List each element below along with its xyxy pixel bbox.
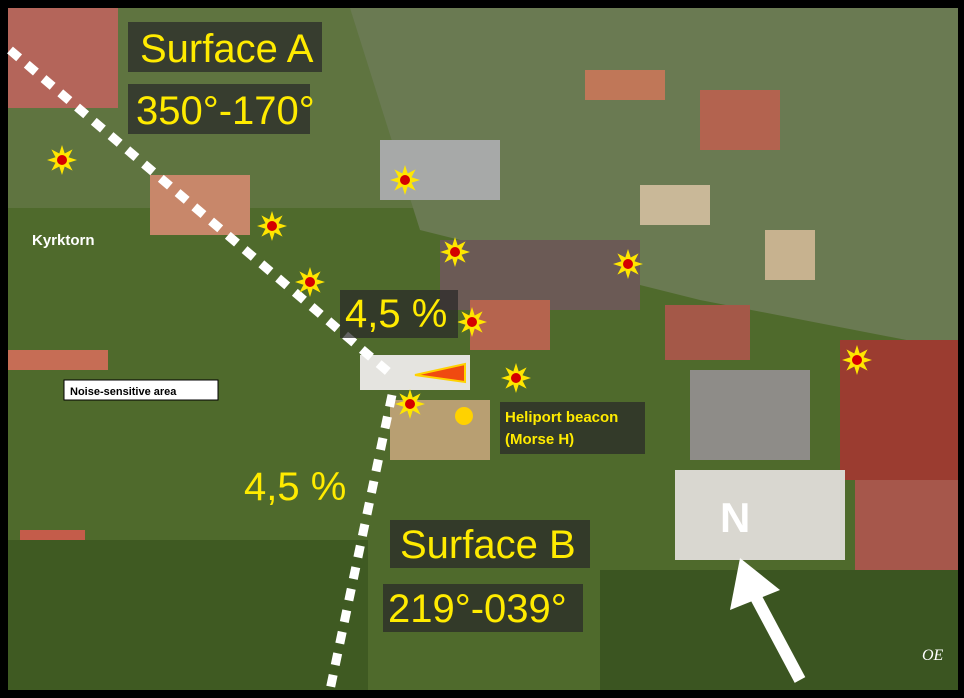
obstacle-light-core	[267, 221, 277, 231]
beacon-mode: (Morse H)	[505, 431, 574, 448]
beacon-label: Heliport beacon	[505, 409, 618, 426]
label-box	[128, 22, 322, 72]
label-box	[383, 584, 583, 632]
obstacle-light-core	[450, 247, 460, 257]
obstacle-light-core	[511, 373, 521, 383]
gradient-b: 4,5 %	[244, 465, 346, 509]
obstacle-light-core	[405, 399, 415, 409]
surface-a-range: 350°-170°	[136, 89, 315, 133]
kyrktorn-label: Kyrktorn	[32, 232, 95, 249]
obstacle-lights	[47, 145, 872, 419]
obstacle-light-core	[305, 277, 315, 287]
surface-b-range: 219°-039°	[388, 587, 567, 631]
obstacle-light-core	[623, 259, 633, 269]
label-box	[128, 84, 310, 134]
noise-area-label: Noise-sensitive area	[70, 386, 177, 398]
approach-lines	[7, 46, 397, 691]
surface-b-title: Surface B	[400, 523, 576, 567]
north-label: N	[720, 494, 750, 541]
north-arrow	[730, 558, 806, 683]
beacon-icon	[455, 407, 473, 425]
obstacle-light-core	[57, 155, 67, 165]
label-box	[63, 379, 219, 401]
signature: OE	[922, 647, 944, 664]
obstacle-light-core	[852, 355, 862, 365]
heliport-marker	[414, 362, 466, 384]
label-box	[500, 402, 645, 454]
gradient-a: 4,5 %	[345, 292, 447, 336]
label-box	[390, 520, 590, 568]
label-box	[340, 290, 458, 338]
surface-a-title: Surface A	[140, 27, 314, 71]
obstacle-light-core	[400, 175, 410, 185]
obstacle-light-core	[467, 317, 477, 327]
